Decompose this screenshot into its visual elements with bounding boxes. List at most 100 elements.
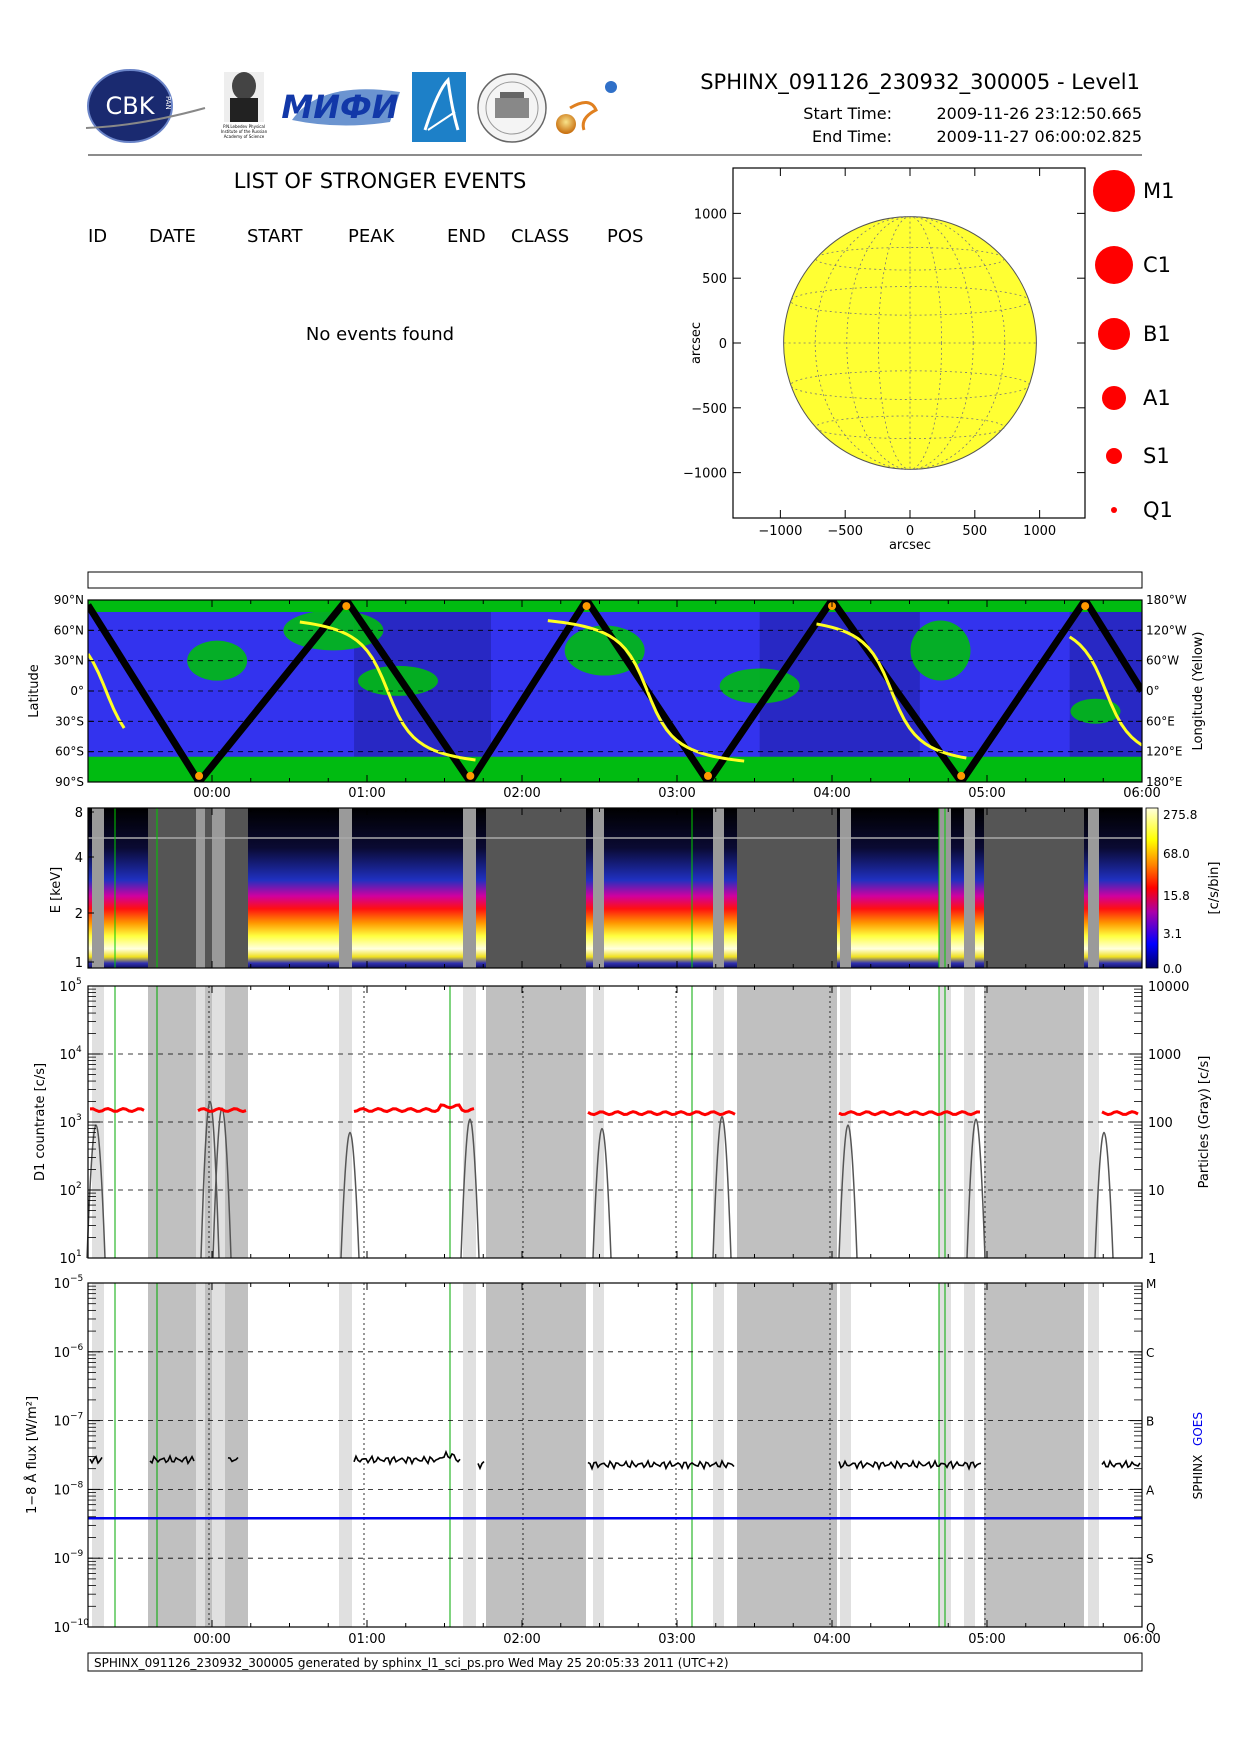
spectrogram-saa [92,808,104,968]
orbit-north-band [88,600,1142,612]
no-events-message: No events found [306,324,454,345]
count-right-tick-label: 1000 [1148,1048,1181,1063]
sun-map-ytick-label: −500 [691,402,727,417]
longitude-line [846,216,974,470]
spectrogram-saa [212,808,225,968]
orbit-lat-label: 30°N [54,654,84,668]
logo-mifi: МИФИ [281,88,400,126]
count-ytick-label: 10 [59,1116,76,1131]
time-tick-label: 01:00 [348,786,385,801]
flux-class-label: Q [1146,1621,1155,1635]
spectrogram-saa [339,808,352,968]
svg-text:Academy of Science: Academy of Science [224,134,265,139]
spectrogram-ytick-label: 8 [75,806,83,821]
flux-ytick-label: 10 [53,1552,70,1567]
events-title: LIST OF STRONGER EVENTS [234,169,527,193]
sphinx-flux-series [838,1458,982,1471]
flux-ytick-exponent: −10 [70,1618,89,1628]
orbit-lat-label: 30°S [55,714,84,728]
latitude-line [815,247,1005,271]
latitude-line [790,370,1030,400]
spectrogram-frame [87,807,1143,969]
spectrogram-ytick-label: 4 [75,851,83,866]
status-bar [87,571,1143,589]
count-ytick-label: 10 [59,980,76,995]
time-tick-label: 04:00 [813,786,850,801]
class-label-a1: A1 [1143,386,1171,410]
sphinx-flux-series [227,1456,239,1463]
flux-ytick-exponent: −7 [70,1412,83,1422]
flux-class-label: B [1146,1415,1154,1429]
sun-map-ytick-label: 0 [719,337,727,352]
countrate-ylabel-right: Particles (Gray) [c/s] [1197,1056,1212,1189]
saa-band [1088,1283,1099,1627]
saa-band [840,986,851,1258]
sphinx-legend-label: SPHINX [1191,1455,1205,1500]
spectrogram-eclipse [737,808,837,968]
saa-band [92,1283,104,1627]
report-title: SPHINX_091126_230932_300005 - Level1 [700,70,1140,95]
orbit-green-patch [910,620,971,681]
latitude-line [790,286,1030,316]
eclipse-band [737,1283,837,1627]
spectrogram-colorbar [1145,807,1159,969]
sun-map-xtick-label: 1000 [1023,524,1056,539]
class-label-m1: M1 [1143,179,1174,203]
particle-spike [838,1124,858,1259]
countrate-ylabel-left: D1 countrate [c/s] [33,1063,48,1181]
orbit-lon-label: 120°W [1146,623,1187,637]
start-time-value: 2009-11-26 23:12:50.665 [936,104,1142,123]
eclipse-band [984,1283,1084,1627]
time-tick-label: 05:00 [968,786,1005,801]
spectrogram-saa [964,808,975,968]
sphinx-flux-series [477,1461,485,1471]
end-time-value: 2009-11-27 06:00:02.825 [936,127,1142,146]
latitude-track-turn [1081,602,1090,611]
particle-spike [966,1118,986,1259]
spectrogram-eclipse [486,808,586,968]
orbit-lon-label: 60°E [1146,714,1175,728]
count-ytick-exponent: 2 [76,1181,82,1191]
sphinx-flux-series [587,1458,735,1471]
footer-text: SPHINX_091126_230932_300005 generated by… [94,1656,729,1670]
latitude-track-turn [342,602,351,611]
time-tick-label: 06:00 [1123,1632,1160,1647]
orbit-green-patch [719,668,800,704]
class-label-s1: S1 [1143,444,1170,468]
saa-band [713,1283,724,1627]
orbit-lat-label: 90°S [55,775,84,789]
flux-panel: 10 −5 M10 −6 C10 −7 B10 −8 A10 −9 S10 −10 Q00:00 01:0… [24,1274,1205,1647]
particle-spike [460,1118,480,1259]
countrate-series [838,1110,981,1117]
longitude-track [88,653,126,729]
spectrogram-ytick-label: 1 [75,956,83,971]
events-table-header: ID DATE START PEAK END CLASS POS [88,226,643,247]
longitude-line [814,216,1006,470]
orbit-lon-label: 120°E [1146,745,1183,759]
events-col-class: CLASS [511,226,569,247]
saa-band [1088,986,1099,1258]
countrate-series [89,1107,145,1114]
count-right-tick-label: 10000 [1148,980,1189,995]
saa-band [463,1283,476,1627]
flux-ytick-label: 10 [53,1415,70,1430]
sphinx-flux-series [149,1453,195,1466]
sun-map-ylabel: arcsec [689,322,704,364]
svg-text:PAN: PAN [164,96,172,110]
time-tick-label: 03:00 [658,1632,695,1647]
time-tick-label: 00:00 [193,786,230,801]
time-tick-label: 03:00 [658,786,695,801]
flux-ytick-label: 10 [53,1277,70,1292]
svg-text:МИФИ: МИФИ [281,88,398,126]
spectrogram-saa [196,808,205,968]
count-ytick-exponent: 3 [76,1113,82,1123]
orbit-ylabel-right: Longitude (Yellow) [1191,632,1206,751]
particle-spike [592,1127,612,1259]
logo-observatory [477,73,547,143]
class-label-b1: B1 [1143,322,1171,346]
particle-spike [712,1115,732,1259]
orbit-lat-label: 0° [70,684,84,698]
saa-band [339,1283,352,1627]
time-tick-label: 02:00 [503,1632,540,1647]
